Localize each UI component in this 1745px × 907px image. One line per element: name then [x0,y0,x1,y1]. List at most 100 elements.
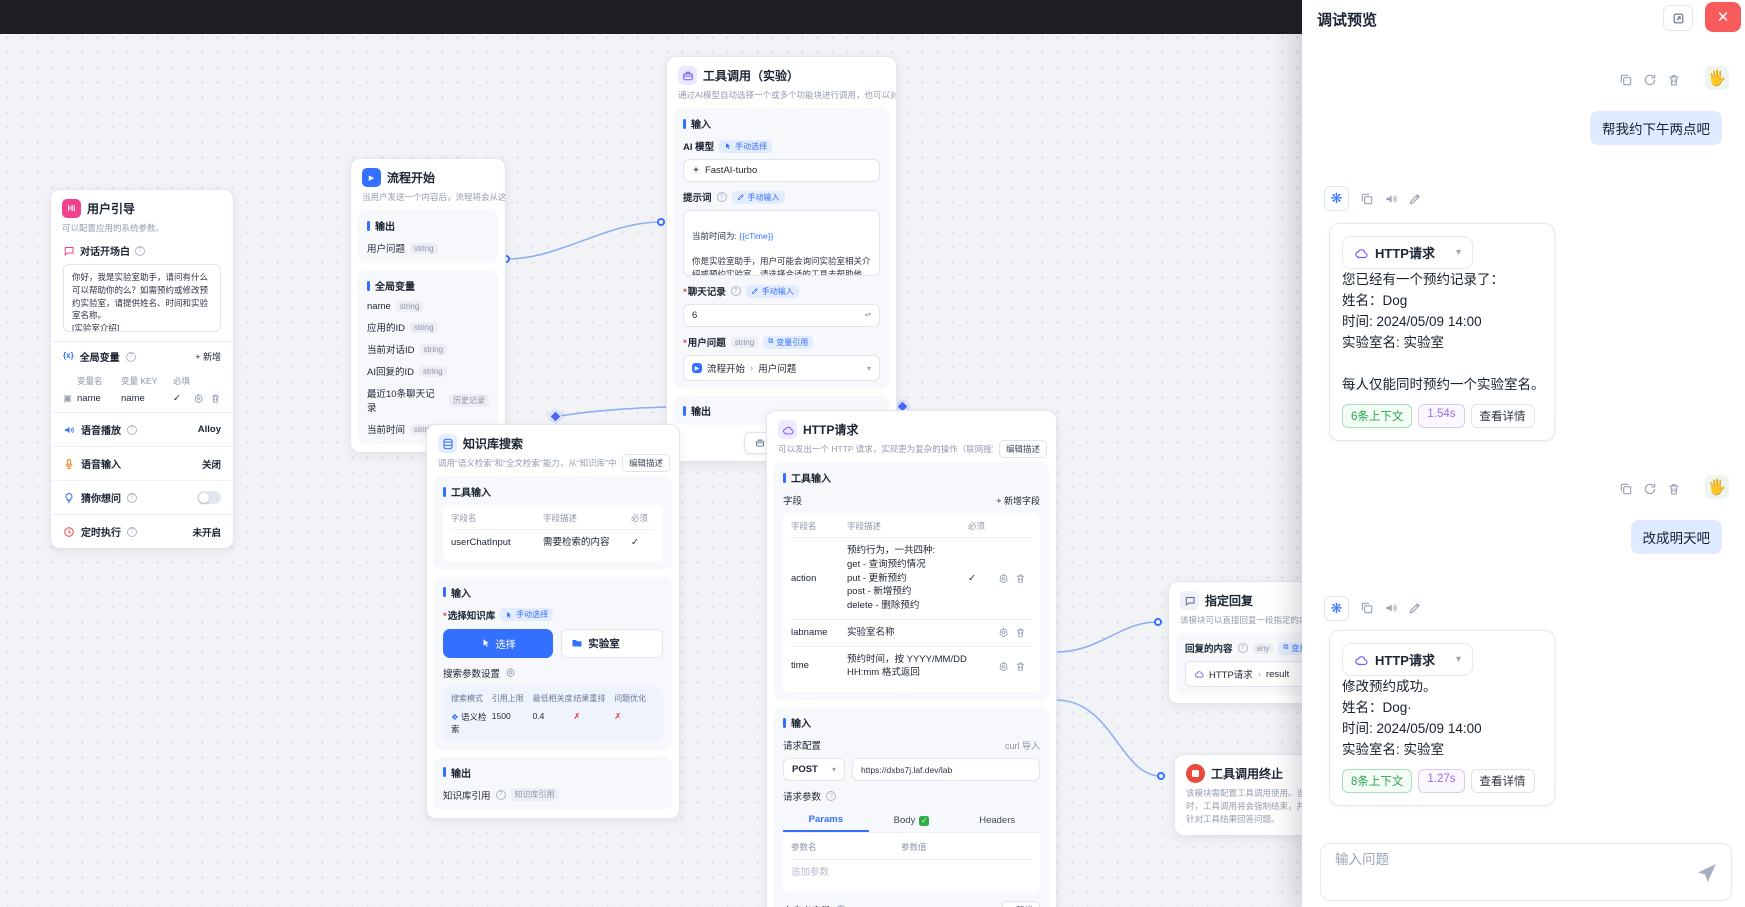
retry-icon[interactable] [1643,73,1657,87]
edit-variable-icon[interactable] [193,393,204,404]
send-button[interactable] [1695,861,1719,890]
message-line: 姓名：Dog· [1342,700,1412,715]
tts-value[interactable]: Alloy [197,424,221,435]
curl-import-button[interactable]: curl 导入 [1004,740,1040,751]
delete-icon[interactable] [1667,73,1681,87]
input-section-label: 输入 [783,715,1040,730]
read-aloud-icon[interactable] [1384,192,1398,206]
latency-badge: 1.27s [1418,769,1465,793]
add-custom-var-button[interactable]: + 新增 [1001,900,1040,907]
folder-icon [571,637,583,649]
edit-icon[interactable] [1408,192,1422,206]
model-avatar-icon: ✦ [692,165,700,176]
tab-headers[interactable]: Headers [979,815,1016,827]
latency-badge: 1.54s [1418,404,1465,428]
node-user-guide[interactable]: Hi 用户引导 可以配置应用的系统参数。 对话开场白 ? 你好，我是实验室助手，… [50,189,234,549]
settings-gear-icon[interactable] [505,667,516,678]
type-tag: string [395,301,424,312]
model-select[interactable]: ✦ FastAI-turbo [683,159,880,182]
node-title: HTTP请求 [803,423,859,437]
delete-field-icon[interactable] [1015,661,1026,672]
tool-call-icon [678,66,697,85]
model-value: FastAI-turbo [704,165,758,176]
request-params-label: 请求参数 [783,792,822,804]
retry-icon[interactable] [1643,482,1657,496]
node-flow-start[interactable]: ▶ 流程开始 当用户发送一个内容后，流程将会从这个模块开始执行 输出 用户问题 … [350,158,506,453]
param-col: 最低相关度 [532,693,573,703]
url-input[interactable]: https://dxbs7j.laf.dev/lab [852,758,1040,782]
schedule-value[interactable]: 未开启 [192,527,221,539]
copy-icon[interactable] [1360,601,1374,615]
schedule-label: 定时执行 [81,528,121,539]
tab-params[interactable]: Params [783,809,869,833]
assistant-avatar: ❋ [1324,186,1349,211]
stt-value[interactable]: 关闭 [201,459,221,471]
help-icon: ? [125,351,136,362]
edit-field-icon[interactable] [998,573,1009,584]
node-title: 工具调用终止 [1211,767,1284,781]
var-name: name [77,393,101,404]
dataset-card[interactable]: 实验室 [561,628,663,658]
node-subtitle: 通过AI模型自动选择一个或多个功能块进行调用，也可以对插件进行调用。 [678,90,896,100]
history-label: 聊天记录 [683,284,726,298]
delete-field-icon[interactable] [1015,627,1026,638]
node-title: 指定回复 [1205,594,1254,608]
target-handle-tool-stop[interactable] [1157,772,1165,780]
delete-icon[interactable] [1667,482,1681,496]
tool-stop-icon [1186,764,1205,783]
method-select[interactable]: POST ▾ [783,758,845,782]
add-field-button[interactable]: + 新增字段 [996,495,1040,506]
opening-label: 对话开场白 [80,247,130,258]
node-tool-call[interactable]: 工具调用（实验） 通过AI模型自动选择一个或多个功能块进行调用，也可以对插件进行… [666,56,897,462]
target-handle-tool-call[interactable] [657,218,665,226]
add-variable-button[interactable]: + 新增 [195,352,221,362]
param-mode: ❖ 语义检索 [451,711,487,734]
chat-input-box[interactable] [1320,843,1732,901]
node-http-request[interactable]: HTTP请求 可以发出一个 HTTP 请求，实现更为复杂的操作（联网搜索、数据库… [766,410,1057,907]
delete-field-icon[interactable] [1015,573,1026,584]
tool-handle-kb-search[interactable] [549,410,562,423]
edit-description-button[interactable]: 编辑描述 [998,440,1047,458]
tab-body[interactable]: Body ✓ [893,815,930,827]
edit-icon[interactable] [1408,601,1422,615]
history-count-input[interactable]: 6 ▴▾ [683,304,880,327]
guess-toggle[interactable] [197,491,221,504]
col-field-desc: 字段描述 [543,513,578,523]
prompt-textarea[interactable]: 当前时间为: {{cTime}} 你是实验室助手，用户可能会询问实验室相关介绍或… [683,210,880,276]
user-guide-icon: Hi [62,199,81,218]
export-button[interactable] [1663,5,1693,31]
tool-run-collapsible[interactable]: HTTP请求 ▾ [1342,643,1473,676]
close-button[interactable]: ✕ [1705,2,1741,32]
assigned-reply-icon [1180,591,1199,610]
field-name: action [791,572,817,584]
node-kb-search[interactable]: 知识库搜索 调用“语义检索”和“全文检索”能力，从“知识库”中查找实验室介绍和使… [426,424,680,819]
copy-icon[interactable] [1619,73,1633,87]
question-ref-select[interactable]: ▶ 流程开始 › 用户问题 ▾ [683,355,880,381]
add-param-row[interactable]: 追加参数 [791,859,1032,886]
view-detail-button[interactable]: 查看详情 [1470,769,1535,793]
target-handle-assigned-reply[interactable] [1154,618,1162,626]
copy-icon[interactable] [1360,192,1374,206]
stepper-icons[interactable]: ▴▾ [864,312,871,318]
read-aloud-icon[interactable] [1384,601,1398,615]
edit-description-button[interactable]: 编辑描述 [621,454,670,472]
edit-field-icon[interactable] [998,661,1009,672]
chat-input[interactable] [1335,852,1665,867]
col-field-desc: 字段描述 [847,521,882,531]
type-tag: string [410,423,438,435]
edit-field-icon[interactable] [998,627,1009,638]
global-vars-label: 全局变量 [79,353,120,364]
opening-textarea[interactable]: 你好，我是实验室助手，请问有什么可以帮助你的么？如需预约或修改预约实验室，请提供… [63,264,221,332]
select-dataset-button[interactable]: 选择 [443,628,554,658]
delete-variable-icon[interactable] [210,393,221,404]
message-line: 时间: 2024/05/09 14:00 [1342,314,1482,329]
copy-icon[interactable] [1619,482,1633,496]
guess-icon [63,492,75,504]
tool-run-collapsible[interactable]: HTTP请求 ▾ [1342,236,1473,269]
global-var: name [367,301,391,312]
input-section-label: 输入 [683,116,880,131]
flow-start-mini-icon: ▶ [692,363,702,373]
close-icon: ✕ [1716,9,1730,26]
param-col: 搜索模式 [451,693,483,703]
view-detail-button[interactable]: 查看详情 [1470,404,1535,428]
